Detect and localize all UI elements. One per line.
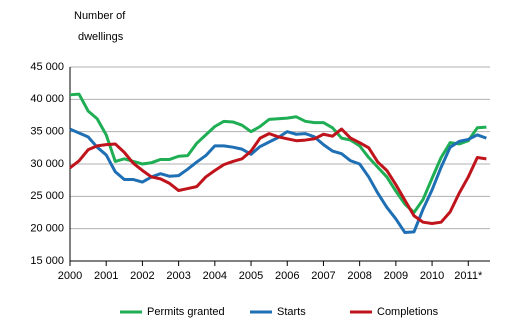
x-tick-label: 2002 [130,270,154,282]
data-line [69,127,487,225]
x-tick-label: 2009 [384,270,408,282]
y-tick-label: 45 000 [30,61,64,73]
y-axis-label: Number of [74,10,126,22]
x-tick-label: 2010 [420,270,444,282]
x-tick-label: 2004 [203,270,227,282]
x-tick-label: 2007 [311,270,335,282]
x-tick-label: 2003 [166,270,190,282]
data-line [69,127,487,235]
y-tick-label: 35 000 [30,126,64,138]
legend-label: Completions [377,306,439,318]
x-tick-label: 2011* [454,270,483,282]
x-tick-label: 2000 [58,270,82,282]
data-line [69,92,487,214]
y-tick-label: 20 000 [30,223,64,235]
y-axis-label: dwellings [78,31,124,43]
y-tick-label: 15 000 [30,255,64,267]
y-tick-label: 25 000 [30,190,64,202]
x-tick-label: 2006 [275,270,299,282]
y-tick-label: 40 000 [30,93,64,105]
x-tick-label: 2008 [347,270,371,282]
legend-label: Starts [277,306,306,318]
x-tick-label: 2005 [239,270,263,282]
legend-label: Permits granted [147,306,225,318]
y-tick-label: 30 000 [30,158,64,170]
x-tick-label: 2001 [94,270,118,282]
